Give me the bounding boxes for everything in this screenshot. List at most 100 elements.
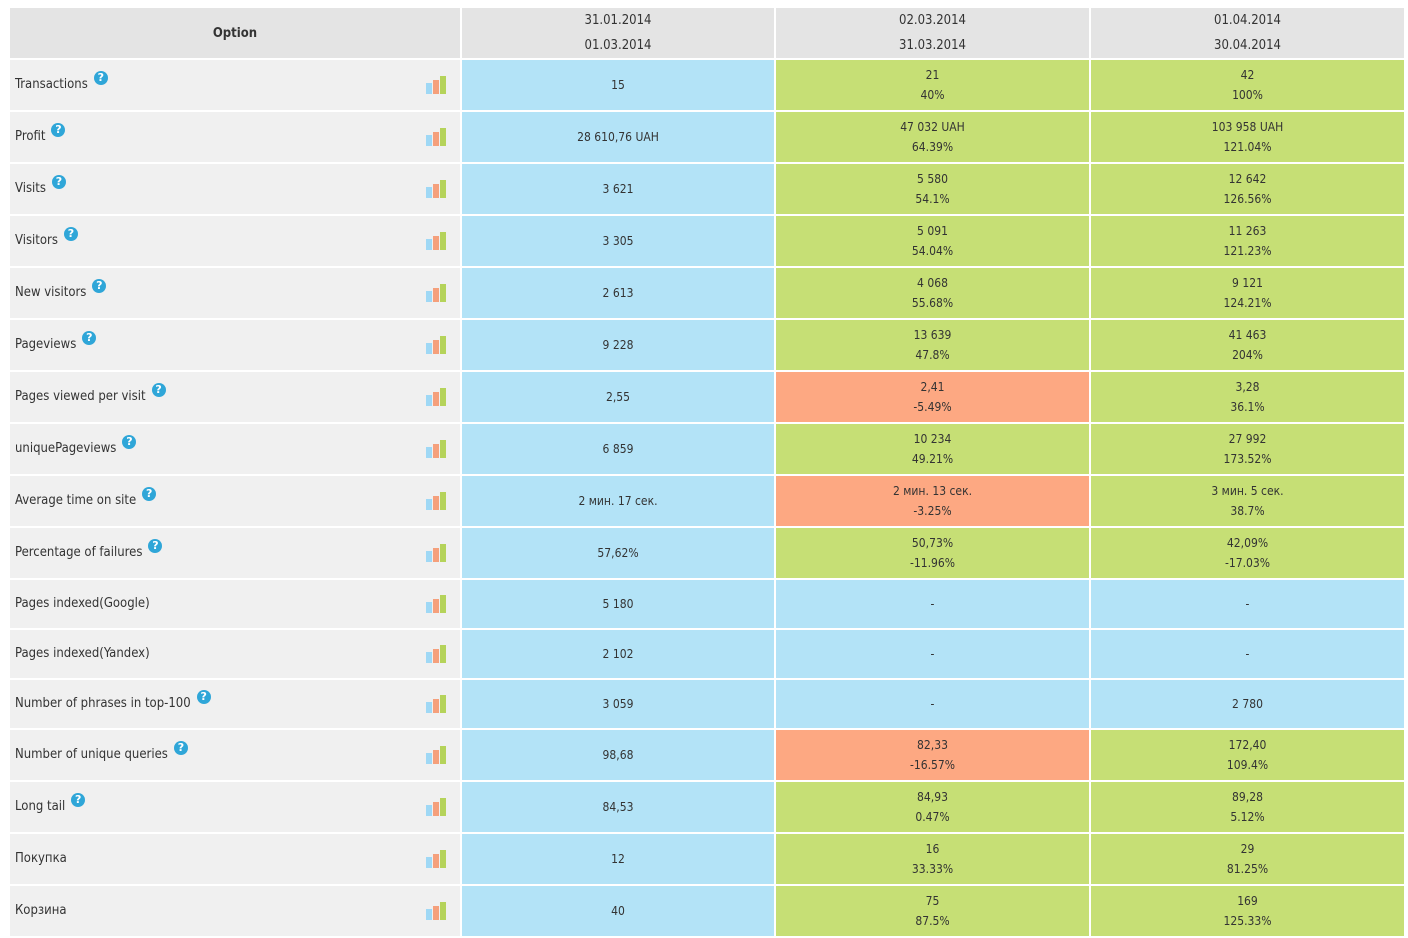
table-row: Корзина 40 75 87.5% 169 125.33% xyxy=(10,886,1404,936)
help-icon[interactable]: ? xyxy=(122,435,137,449)
metric-name: Transactions? xyxy=(15,71,108,95)
metric-value: 103 958 UAH xyxy=(1211,120,1284,134)
bar-chart-icon[interactable] xyxy=(426,645,446,663)
chart-bar-glyph xyxy=(440,128,446,146)
table-row: Visitors? 3 305 5 091 54.04% 11 263 121.23% xyxy=(10,216,1404,266)
metric-name-text: Pageviews xyxy=(15,337,77,352)
bar-chart-icon[interactable] xyxy=(426,595,446,613)
comparison-cell: - xyxy=(776,580,1089,628)
table-row: Average time on site? 2 мин. 17 сек. 2 мин… xyxy=(10,476,1404,526)
help-icon[interactable]: ? xyxy=(51,123,66,137)
chart-bar-glyph xyxy=(440,695,446,713)
metric-label-cell: Корзина xyxy=(10,886,460,936)
percent-change: 126.56% xyxy=(1223,192,1272,206)
metric-name: uniquePageviews? xyxy=(15,435,137,459)
chart-bar-glyph xyxy=(426,652,432,663)
percent-change: -11.96% xyxy=(909,556,956,570)
metric-name-text: Pages indexed(Yandex) xyxy=(15,646,150,661)
chart-bar-glyph xyxy=(440,595,446,613)
metric-value: 41 463 xyxy=(1228,328,1267,342)
help-icon[interactable]: ? xyxy=(142,487,157,501)
bar-chart-icon[interactable] xyxy=(426,76,446,94)
comparison-table: Option 31.01.2014 01.03.2014 02.03.2014 … xyxy=(10,8,1404,938)
period-header-1[interactable]: 31.01.2014 01.03.2014 xyxy=(462,8,774,58)
chart-bar-glyph xyxy=(440,440,446,458)
help-icon[interactable]: ? xyxy=(63,227,78,241)
comparison-cell: - xyxy=(776,680,1089,728)
table-row: Pages indexed(Yandex) 2 102 - - xyxy=(10,630,1404,678)
metric-value: 84,53 xyxy=(602,800,634,814)
bar-chart-icon[interactable] xyxy=(426,180,446,198)
help-icon[interactable]: ? xyxy=(71,793,86,807)
metric-name-text: uniquePageviews xyxy=(15,441,117,456)
metric-value: 89,28 xyxy=(1232,790,1263,804)
comparison-cell: 3 мин. 5 сек. 38.7% xyxy=(1091,476,1404,526)
table-row: Visits? 3 621 5 580 54.1% 12 642 126.56% xyxy=(10,164,1404,214)
table-row: New visitors? 2 613 4 068 55.68% 9 121 124.21… xyxy=(10,268,1404,318)
comparison-cell: 2 мин. 13 сек. -3.25% xyxy=(776,476,1089,526)
chart-bar-glyph xyxy=(440,544,446,562)
metric-value: 5 180 xyxy=(602,597,634,611)
metric-value: 47 032 UAH xyxy=(900,120,965,134)
chart-bar-glyph xyxy=(426,187,432,198)
bar-chart-icon[interactable] xyxy=(426,440,446,458)
bar-chart-icon[interactable] xyxy=(426,336,446,354)
bar-chart-icon[interactable] xyxy=(426,492,446,510)
metric-value: 172,40 xyxy=(1228,738,1267,752)
help-icon[interactable]: ? xyxy=(92,279,107,293)
metric-value: 98,68 xyxy=(602,748,634,762)
metric-value: 3 мин. 5 сек. xyxy=(1211,484,1284,498)
bar-chart-icon[interactable] xyxy=(426,544,446,562)
metric-label-cell: Long tail? xyxy=(10,782,460,832)
comparison-cell: - xyxy=(776,630,1089,678)
help-icon[interactable]: ? xyxy=(173,741,188,755)
metric-value: 12 xyxy=(611,852,625,866)
period-header-2[interactable]: 02.03.2014 31.03.2014 xyxy=(776,8,1089,58)
base-period-cell: 2 102 xyxy=(462,630,774,678)
table-row: Percentage of failures? 57,62% 50,73% -11.9… xyxy=(10,528,1404,578)
metric-value: - xyxy=(1245,597,1250,611)
help-icon[interactable]: ? xyxy=(148,539,163,553)
help-icon[interactable]: ? xyxy=(82,331,97,345)
metric-value: 27 992 xyxy=(1228,432,1267,446)
metric-value: 75 xyxy=(925,894,940,908)
comparison-cell: - xyxy=(1091,580,1404,628)
metric-value: 29 xyxy=(1240,842,1255,856)
metric-name: Корзина xyxy=(15,901,67,921)
metric-value: 9 228 xyxy=(602,338,634,352)
percent-change: 0.47% xyxy=(915,810,950,824)
comparison-cell: 89,28 5.12% xyxy=(1091,782,1404,832)
table-row: Pages viewed per visit? 2,55 2,41 -5.49% 3,2… xyxy=(10,372,1404,422)
bar-chart-icon[interactable] xyxy=(426,284,446,302)
bar-chart-icon[interactable] xyxy=(426,695,446,713)
chart-bar-glyph xyxy=(426,551,432,562)
bar-chart-icon[interactable] xyxy=(426,746,446,764)
help-icon[interactable]: ? xyxy=(51,175,66,189)
metric-name-text: Visits xyxy=(15,181,46,196)
period-header-3[interactable]: 01.04.2014 30.04.2014 xyxy=(1091,8,1404,58)
bar-chart-icon[interactable] xyxy=(426,902,446,920)
metric-label-cell: Pageviews? xyxy=(10,320,460,370)
bar-chart-icon[interactable] xyxy=(426,128,446,146)
metric-value: 9 121 xyxy=(1232,276,1263,290)
help-icon[interactable]: ? xyxy=(196,690,211,704)
help-icon[interactable]: ? xyxy=(93,71,108,85)
percent-change: 49.21% xyxy=(911,452,954,466)
comparison-cell: 11 263 121.23% xyxy=(1091,216,1404,266)
chart-bar-glyph xyxy=(433,599,439,613)
metric-name-text: Number of unique queries xyxy=(15,747,168,762)
base-period-cell: 6 859 xyxy=(462,424,774,474)
chart-bar-glyph xyxy=(433,184,439,198)
metric-label-cell: New visitors? xyxy=(10,268,460,318)
percent-change: 47.8% xyxy=(915,348,950,362)
comparison-cell: 2 780 xyxy=(1091,680,1404,728)
bar-chart-icon[interactable] xyxy=(426,798,446,816)
metric-value: 2 мин. 17 сек. xyxy=(578,494,658,508)
help-icon[interactable]: ? xyxy=(151,383,166,397)
metric-label-cell: Number of phrases in top-100? xyxy=(10,680,460,728)
bar-chart-icon[interactable] xyxy=(426,232,446,250)
bar-chart-icon[interactable] xyxy=(426,388,446,406)
option-header[interactable]: Option xyxy=(10,8,460,58)
bar-chart-icon[interactable] xyxy=(426,850,446,868)
metric-value: 2,55 xyxy=(605,390,631,404)
